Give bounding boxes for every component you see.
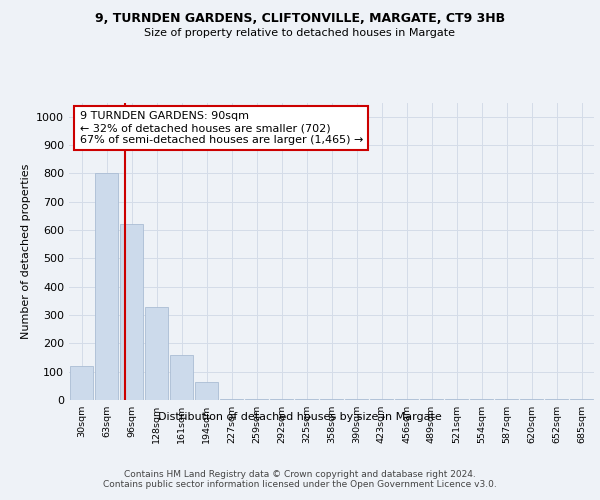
Y-axis label: Number of detached properties: Number of detached properties: [20, 164, 31, 339]
Bar: [220, 398, 243, 400]
Bar: [145, 306, 168, 400]
Text: Contains HM Land Registry data © Crown copyright and database right 2024.
Contai: Contains HM Land Registry data © Crown c…: [103, 470, 497, 490]
Bar: [245, 399, 268, 400]
Text: Distribution of detached houses by size in Margate: Distribution of detached houses by size …: [158, 412, 442, 422]
Bar: [70, 366, 93, 400]
Bar: [95, 174, 118, 400]
Text: 9 TURNDEN GARDENS: 90sqm
← 32% of detached houses are smaller (702)
67% of semi-: 9 TURNDEN GARDENS: 90sqm ← 32% of detach…: [79, 112, 363, 144]
Bar: [120, 224, 143, 400]
Bar: [195, 382, 218, 400]
Text: 9, TURNDEN GARDENS, CLIFTONVILLE, MARGATE, CT9 3HB: 9, TURNDEN GARDENS, CLIFTONVILLE, MARGAT…: [95, 12, 505, 26]
Bar: [170, 354, 193, 400]
Text: Size of property relative to detached houses in Margate: Size of property relative to detached ho…: [145, 28, 455, 38]
